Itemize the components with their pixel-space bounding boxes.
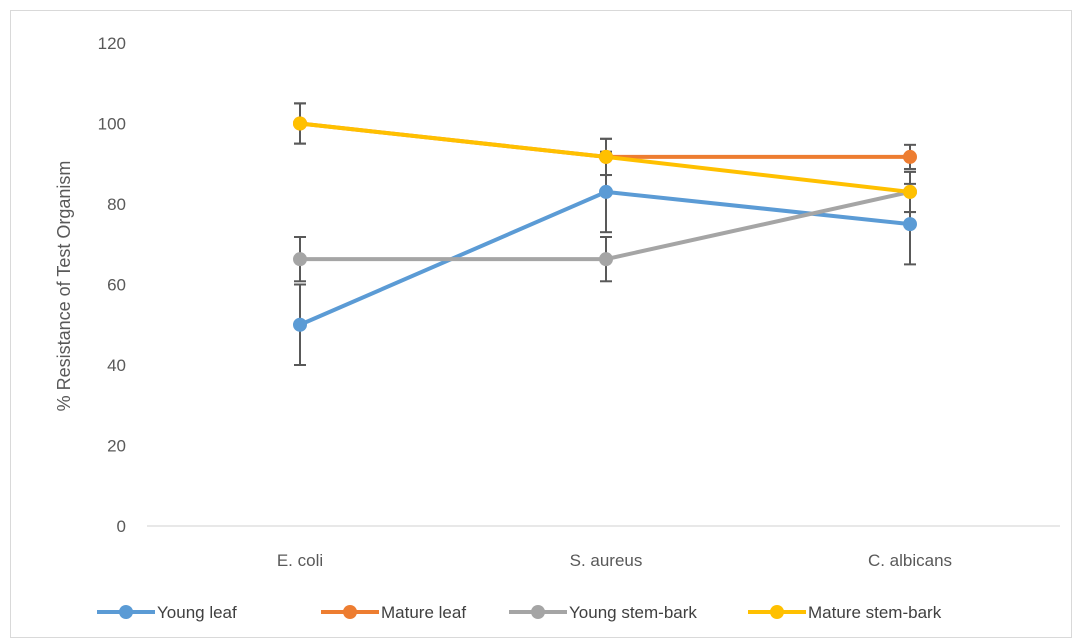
data-point-young-leaf — [293, 317, 307, 332]
chart-frame — [10, 10, 1072, 638]
series-markers — [293, 116, 917, 332]
y-axis-title: % Resistance of Test Organism — [54, 161, 74, 412]
legend-label-young-leaf: Young leaf — [157, 603, 237, 622]
legend-marker-mature-stem-bark — [770, 605, 784, 619]
data-point-young-stem-bark — [293, 252, 307, 267]
legend-marker-mature-leaf — [343, 605, 357, 619]
data-point-mature-leaf — [903, 149, 917, 164]
data-point-young-stem-bark — [599, 252, 613, 267]
data-point-mature-stem-bark — [293, 116, 307, 131]
x-axis-ticks: E. coli S. aureus C. albicans — [277, 551, 952, 570]
legend-marker-young-leaf — [119, 605, 133, 619]
data-point-young-leaf — [903, 217, 917, 232]
y-tick-label: 80 — [107, 195, 126, 214]
legend-label-mature-stem-bark: Mature stem-bark — [808, 603, 942, 622]
error-bars — [294, 102, 916, 366]
legend-marker-young-stem-bark — [531, 605, 545, 619]
y-tick-label: 0 — [117, 517, 126, 536]
x-tick-label: E. coli — [277, 551, 323, 570]
data-point-mature-stem-bark — [903, 184, 917, 199]
y-tick-label: 120 — [98, 34, 126, 53]
y-tick-label: 60 — [107, 276, 126, 295]
data-point-young-leaf — [599, 184, 613, 199]
y-tick-label: 40 — [107, 356, 126, 375]
legend-label-mature-leaf: Mature leaf — [381, 603, 466, 622]
x-tick-label: C. albicans — [868, 551, 952, 570]
y-tick-label: 20 — [107, 437, 126, 456]
x-tick-label: S. aureus — [570, 551, 643, 570]
y-axis-ticks: 0 20 40 60 80 100 120 — [98, 34, 126, 536]
legend: Young leaf Mature leaf Young stem-bark Matu… — [97, 603, 942, 622]
legend-label-young-stem-bark: Young stem-bark — [569, 603, 697, 622]
data-point-mature-stem-bark — [599, 149, 613, 164]
y-tick-label: 100 — [98, 115, 126, 134]
